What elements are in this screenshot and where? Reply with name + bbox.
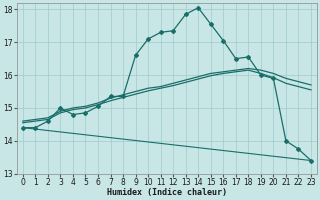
X-axis label: Humidex (Indice chaleur): Humidex (Indice chaleur) <box>107 188 227 197</box>
